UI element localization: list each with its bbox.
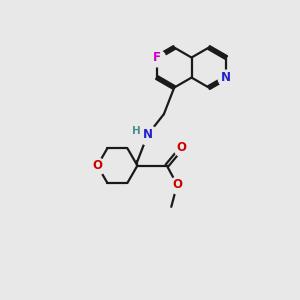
Text: F: F: [153, 51, 161, 64]
Text: N: N: [143, 128, 153, 141]
Text: O: O: [92, 159, 102, 172]
Text: O: O: [177, 141, 187, 154]
Text: H: H: [132, 126, 141, 136]
Text: N: N: [221, 71, 231, 84]
Text: O: O: [172, 178, 182, 191]
